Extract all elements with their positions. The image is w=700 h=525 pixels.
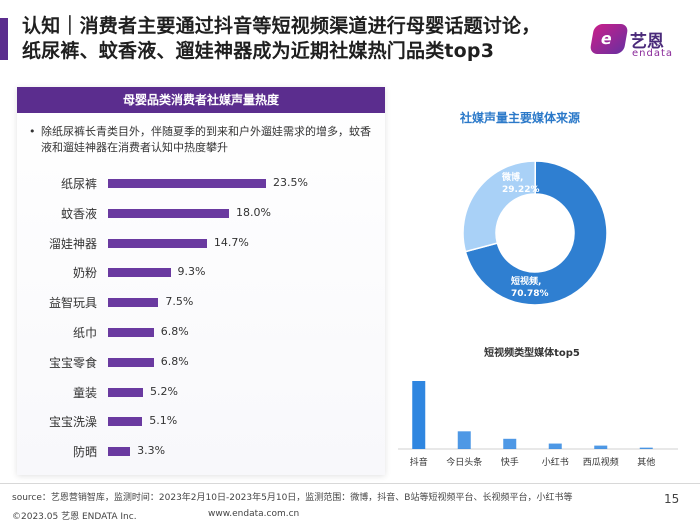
media-tick-label: 小红书: [542, 456, 569, 468]
category-value-label: 6.8%: [160, 354, 189, 368]
category-label: 防晒: [72, 445, 97, 460]
website-link[interactable]: www.endata.com.cn: [208, 509, 300, 519]
category-bar: [108, 357, 154, 367]
endata-logo: e 艺恩 endata: [589, 24, 688, 64]
category-label: 宝宝零食: [48, 355, 97, 370]
logo-mark-icon: e: [589, 24, 629, 54]
page-number: 15: [664, 492, 680, 506]
category-bar: [108, 298, 159, 308]
category-bar: [108, 328, 154, 337]
category-value-label: 3.3%: [137, 444, 166, 458]
media-tick-label: 抖音: [410, 456, 428, 468]
donut-slice-short-video: [464, 160, 608, 306]
category-value-label: 6.8%: [160, 325, 189, 338]
category-bar: [108, 447, 131, 457]
bullet-dot: •: [29, 125, 36, 138]
media-tick-label: 西瓜视频: [583, 456, 619, 468]
category-value-label: 14.7%: [213, 235, 249, 249]
media-bar: [639, 447, 653, 449]
category-bar: [108, 208, 230, 218]
panel-note-text: 除纸尿裤长青类目外，伴随夏季的到来和户外遛娃需求的增多，蚊香液和遛娃神器在消费者…: [41, 125, 371, 154]
media-bar: [548, 443, 562, 449]
donut-chart-title: 社媒声量主要媒体来源: [459, 111, 580, 125]
video-media-bar-chart: 抖音 今日头条 快手 小红书 西瓜视频 其他: [398, 381, 678, 468]
category-bar: [108, 387, 143, 397]
category-bar: [108, 417, 143, 427]
category-label: 益智玩具: [48, 296, 97, 311]
category-bar: [108, 238, 207, 248]
category-value-label: 5.1%: [149, 414, 178, 428]
category-bar: [108, 179, 266, 188]
logo-text-en: endata: [632, 48, 674, 59]
title-accent-bar: [0, 18, 8, 60]
category-value-label: 5.2%: [149, 384, 178, 398]
category-label: 纸巾: [72, 326, 97, 340]
category-value-label: 18.0%: [236, 205, 271, 219]
donut-label: 微博,: [501, 171, 523, 183]
media-bar: [412, 381, 426, 449]
logo-text-cn: 艺恩: [630, 32, 664, 52]
panel-note: • 除纸尿裤长青类目外，伴随夏季的到来和户外遛娃需求的增多，蚊香液和遛娃神器在消…: [29, 124, 379, 156]
media-bar: [594, 445, 608, 449]
media-bar: [503, 438, 517, 449]
copyright: ©2023.05 艺恩 ENDATA Inc.: [12, 512, 137, 522]
media-source-donut-chart: 短视频, 70.78% 微博, 29.22%: [462, 160, 608, 306]
page-title: 认知｜消费者主要通过抖音等短视频渠道进行母婴话题讨论， 纸尿裤、蚊香液、遛娃神器…: [22, 14, 582, 64]
category-label: 溜娃神器: [48, 236, 97, 251]
category-value-label: 9.3%: [177, 265, 206, 279]
donut-slice-weibo: [462, 160, 536, 253]
media-tick-label: 其他: [637, 456, 655, 468]
category-value-label: 7.5%: [165, 295, 194, 309]
panel-header: 母婴品类消费者社媒声量热度: [17, 87, 385, 113]
donut-label: 29.22%: [502, 185, 540, 195]
video-media-chart-title: 短视频类型媒体top5: [484, 348, 580, 359]
category-label: 纸尿裤: [60, 177, 97, 191]
category-value-label: 23.5%: [273, 176, 308, 189]
donut-label: 70.78%: [511, 289, 549, 299]
category-label: 蚊香液: [60, 206, 97, 221]
category-heat-panel: 母婴品类消费者社媒声量热度 • 除纸尿裤长青类目外，伴随夏季的到来和户外遛娃需求…: [17, 87, 385, 475]
category-label: 奶粉: [72, 266, 97, 281]
title-line-1: 认知｜消费者主要通过抖音等短视频渠道进行母婴话题讨论，: [22, 15, 541, 37]
category-bar: [108, 268, 171, 278]
media-bar: [457, 431, 471, 449]
title-line-2: 纸尿裤、蚊香液、遛娃神器成为近期社媒热门品类top3: [22, 40, 495, 62]
media-tick-label: 快手: [501, 456, 519, 468]
footer-divider: [0, 483, 700, 484]
category-label: 宝宝洗澡: [48, 415, 97, 430]
category-label: 童装: [72, 385, 97, 400]
source-note: source：艺恩营销智库，监测时间：2023年2月10日-2023年5月10日…: [12, 493, 573, 503]
donut-label: 短视频,: [511, 275, 541, 287]
media-tick-label: 今日头条: [446, 456, 482, 468]
